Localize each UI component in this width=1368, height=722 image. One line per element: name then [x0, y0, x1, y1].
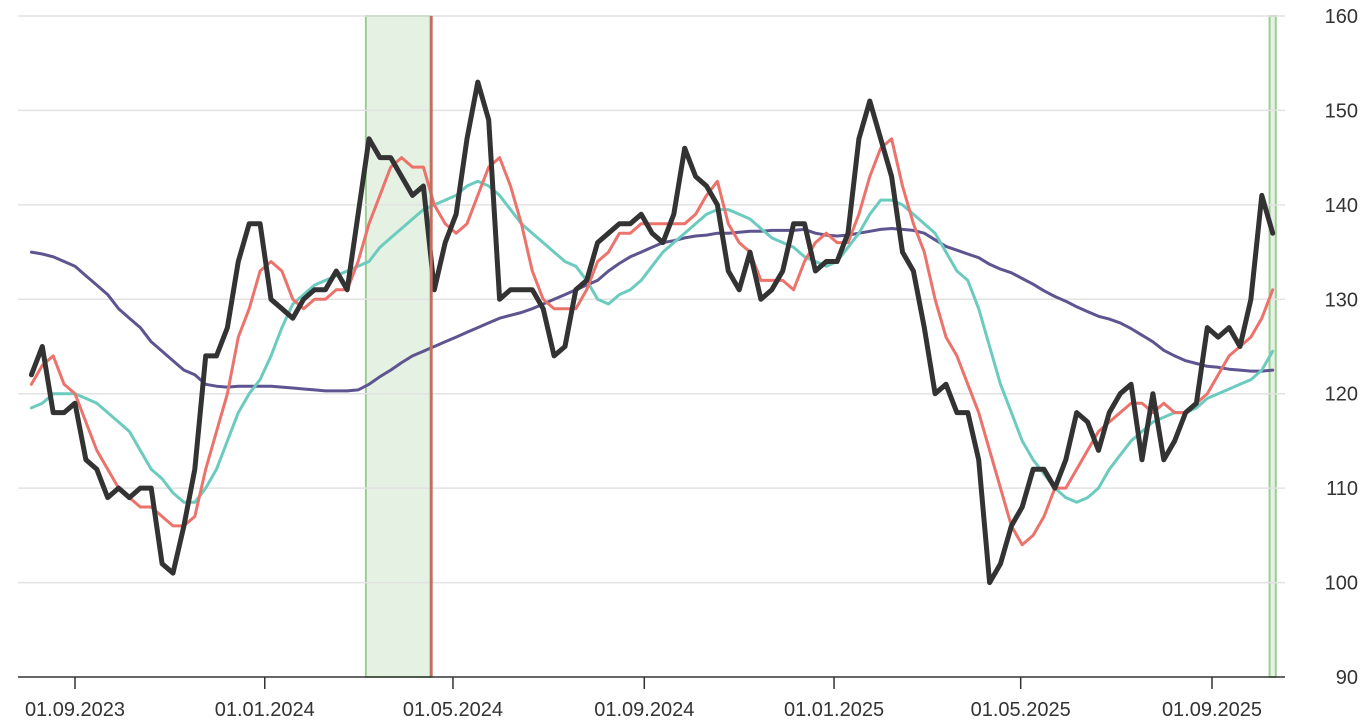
highlight-band [364, 15, 433, 678]
y-tick-label: 160 [1325, 6, 1358, 28]
y-tick-label: 90 [1336, 667, 1358, 689]
gridlines [18, 15, 1285, 584]
series-line-1 [29, 179, 1275, 504]
x-tick-label: 01.05.2024 [403, 699, 503, 721]
x-tick-label: 01.05.2025 [971, 699, 1071, 721]
x-tick-label: 01.09.2025 [1162, 699, 1262, 721]
y-tick-label: 100 [1325, 573, 1358, 595]
highlight-bands [364, 15, 1277, 678]
y-tick-label: 140 [1325, 195, 1358, 217]
series-line-2 [29, 137, 1275, 547]
x-tick-label: 01.01.2025 [784, 699, 884, 721]
x-tick-label: 01.01.2024 [215, 699, 315, 721]
series-line-3 [28, 79, 1276, 586]
series-line-0 [29, 227, 1275, 393]
y-tick-label: 150 [1325, 100, 1358, 122]
series-lines [28, 79, 1276, 586]
y-tick-label: 110 [1326, 478, 1358, 500]
x-tick-label: 01.09.2024 [594, 699, 694, 721]
y-axis: 90 100 110 120 130 140 150 160 [1325, 6, 1358, 689]
y-tick-label: 130 [1325, 289, 1358, 311]
x-axis: 01.09.2023 01.01.2024 01.05.2024 01.09.2024… [18, 676, 1285, 721]
y-tick-label: 120 [1325, 384, 1358, 406]
highlight-band [1268, 15, 1277, 678]
x-tick-label: 01.09.2023 [25, 699, 125, 721]
